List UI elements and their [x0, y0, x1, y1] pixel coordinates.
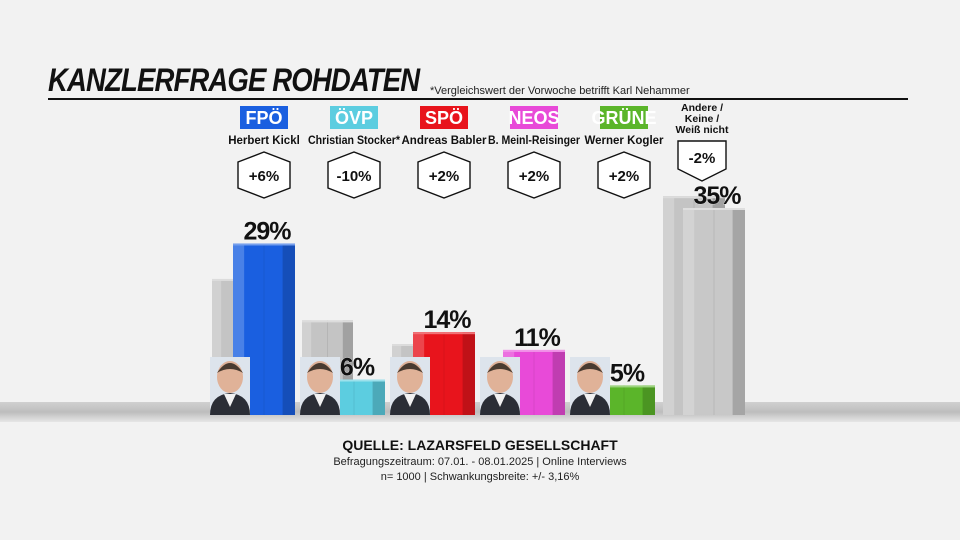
source-title: QUELLE: LAZARSFELD GESELLSCHAFT: [342, 437, 618, 453]
change-value-4: +2%: [609, 168, 639, 185]
photo-shirt: [224, 394, 236, 407]
party-label-2: SPÖ: [425, 108, 463, 128]
previous-bar-0-highlight: [212, 278, 222, 415]
photo-shirt: [584, 394, 596, 407]
change-value-2: +2%: [429, 168, 459, 185]
previous-bar-5-highlight: [663, 196, 675, 415]
photo-hair: [307, 363, 333, 373]
bar-value-label-5: 35%: [693, 182, 741, 210]
bar-value-label-1: 6%: [340, 354, 375, 382]
candidate-photo-3: [480, 357, 520, 415]
source-line-2: n= 1000 | Schwankungsbreite: +/- 3,16%: [380, 471, 580, 483]
candidate-photo-0: [210, 357, 250, 415]
candidate-name-1: Christian Stocker*: [308, 135, 400, 147]
change-badge-5: [677, 140, 727, 182]
footnote: *Vergleichswert der Vorwoche betrifft Ka…: [430, 85, 690, 97]
change-value-5: -2%: [689, 150, 716, 167]
party-label-1: ÖVP: [335, 108, 373, 128]
other-label-line-1: Keine /: [685, 113, 720, 125]
party-label-bg-3: [510, 106, 558, 129]
bar-2-cap: [413, 332, 475, 335]
change-badge-3: [507, 151, 561, 199]
candidate-photo-2: [390, 357, 430, 415]
bar-1-shadow: [372, 379, 385, 415]
other-label-line-0: Andere /: [681, 102, 723, 114]
photo-hair: [397, 363, 423, 373]
bar-5-shadow: [732, 208, 745, 415]
bar-2-shadow: [462, 332, 475, 415]
bar-1-cap: [323, 379, 385, 382]
candidate-name-3: B. Meinl-Reisinger: [488, 135, 580, 147]
party-label-4: GRÜNE: [591, 108, 656, 128]
change-badge-4: [597, 151, 651, 199]
candidate-photo-1: [300, 357, 340, 415]
change-value-1: -10%: [336, 168, 371, 185]
bar-0-cap: [233, 243, 295, 246]
title-rule: [48, 98, 908, 100]
party-label-bg-4: [600, 106, 648, 129]
page-title: KANZLERFRAGE ROHDATEN: [48, 62, 420, 98]
party-label-bg-2: [420, 106, 468, 129]
party-label-bg-1: [330, 106, 378, 129]
photo-shirt: [494, 394, 506, 407]
photo-hair: [577, 363, 603, 373]
bar-4-cap: [593, 385, 655, 388]
candidate-name-0: Herbert Kickl: [228, 135, 300, 147]
candidate-photo-4: [570, 357, 610, 415]
previous-bar-5-cap: [663, 196, 725, 199]
party-label-bg-0: [240, 106, 288, 129]
bar-value-label-0: 29%: [243, 217, 291, 245]
party-label-3: NEOS: [508, 108, 559, 128]
bar-value-label-3: 11%: [514, 324, 560, 352]
bar-4-shadow: [642, 385, 655, 415]
photo-shirt: [404, 394, 416, 407]
bar-3-cap: [503, 349, 565, 352]
bar-0-highlight: [233, 243, 245, 415]
bar-value-label-2: 14%: [423, 306, 471, 334]
photo-hair: [487, 363, 513, 373]
previous-bar-1-shadow: [342, 320, 353, 415]
other-label-line-2: Weiß nicht: [676, 124, 729, 136]
change-badge-1: [327, 151, 381, 199]
bar-3-shadow: [552, 349, 565, 415]
photo-shirt: [314, 394, 326, 407]
bar-5-cap: [683, 208, 745, 210]
previous-bar-1-cap: [302, 320, 353, 323]
bar-0-shadow: [282, 243, 295, 415]
party-label-0: FPÖ: [245, 108, 282, 128]
candidate-name-4: Werner Kogler: [584, 135, 664, 147]
change-value-0: +6%: [249, 168, 279, 185]
change-badge-2: [417, 151, 471, 199]
photo-hair: [217, 363, 243, 373]
source-line-1: Befragungszeitraum: 07.01. - 08.01.2025 …: [333, 456, 627, 468]
change-badge-0: [237, 151, 291, 199]
candidate-name-2: Andreas Babler: [401, 135, 487, 147]
bar-value-label-4: 5%: [610, 359, 645, 387]
change-value-3: +2%: [519, 168, 549, 185]
bar-5-highlight: [683, 208, 695, 415]
